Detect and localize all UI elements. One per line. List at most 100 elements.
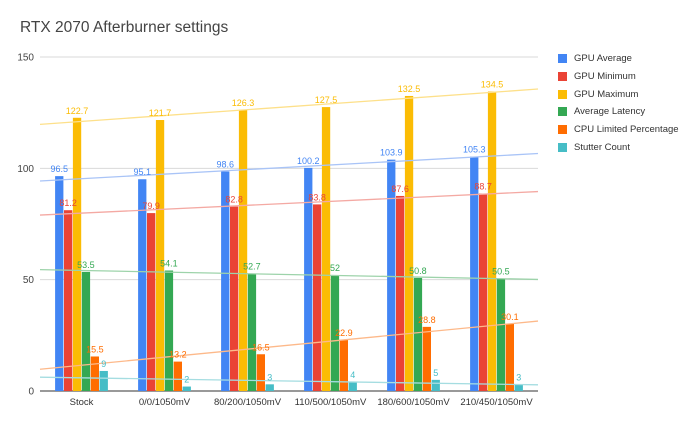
legend-item: Stutter Count xyxy=(558,138,679,156)
bar xyxy=(514,384,523,391)
bar xyxy=(138,179,147,391)
legend-swatch xyxy=(558,54,567,64)
bar xyxy=(256,354,265,391)
data-label: 100.2 xyxy=(297,156,320,166)
data-label: 50.8 xyxy=(409,266,427,276)
bar xyxy=(247,273,257,391)
data-label: 87.6 xyxy=(391,184,409,194)
y-tick-label: 0 xyxy=(28,387,34,398)
bar xyxy=(81,271,91,391)
bar xyxy=(387,159,396,391)
data-label: 52 xyxy=(330,263,340,273)
data-label: 53.5 xyxy=(77,260,95,270)
data-label: 9 xyxy=(101,359,106,369)
legend-label: GPU Minimum xyxy=(574,71,636,83)
trendline xyxy=(39,268,539,281)
legend-swatch xyxy=(558,142,567,152)
data-label: 127.5 xyxy=(315,95,338,105)
trendline xyxy=(39,376,539,386)
data-label: 16.5 xyxy=(252,342,270,352)
legend-swatch xyxy=(558,72,567,82)
data-label: 81.2 xyxy=(59,198,77,208)
bar xyxy=(396,195,405,391)
legend-item: GPU Average xyxy=(558,50,679,68)
data-label: 121.7 xyxy=(149,108,172,118)
legend-item: Average Latency xyxy=(558,103,679,121)
bar xyxy=(487,91,497,391)
data-label: 4 xyxy=(350,370,355,380)
legend-swatch xyxy=(558,125,567,135)
y-tick-label: 100 xyxy=(17,164,34,175)
trendline xyxy=(39,88,539,126)
bar xyxy=(173,361,182,391)
data-label: 28.8 xyxy=(418,315,436,325)
data-label: 132.5 xyxy=(398,84,421,94)
y-tick-label: 50 xyxy=(23,275,35,286)
data-label: 15.5 xyxy=(86,344,104,354)
bar xyxy=(479,193,488,391)
trendline xyxy=(39,320,539,370)
data-label: 52.7 xyxy=(243,262,261,272)
bar xyxy=(230,206,239,391)
legend-label: Average Latency xyxy=(574,106,646,118)
data-label: 50.5 xyxy=(492,267,510,277)
bar xyxy=(221,171,230,391)
data-label: 134.5 xyxy=(481,80,504,90)
bar xyxy=(470,156,479,391)
trendline xyxy=(39,152,539,182)
chart-title: RTX 2070 Afterburner settings xyxy=(20,19,229,36)
bar xyxy=(431,379,440,391)
legend-swatch xyxy=(558,107,567,117)
data-label: 126.3 xyxy=(232,98,255,108)
data-label: 95.1 xyxy=(133,167,151,177)
bar xyxy=(413,277,423,391)
x-tick-label: 210/450/1050mV xyxy=(460,397,533,408)
bar xyxy=(313,204,322,391)
bar xyxy=(404,95,414,391)
legend-label: CPU Limited Percentage xyxy=(574,124,679,136)
legend-swatch xyxy=(558,89,567,99)
x-tick-label: 180/600/1050mV xyxy=(377,397,450,408)
bar xyxy=(348,382,357,391)
bar xyxy=(422,326,431,391)
legend: GPU Average GPU Minimum GPU Maximum Average… xyxy=(558,50,679,156)
bar xyxy=(265,384,274,391)
bar xyxy=(72,117,82,392)
data-label: 82.8 xyxy=(225,195,243,205)
bar xyxy=(330,275,340,391)
bar xyxy=(147,213,156,391)
data-label: 96.5 xyxy=(50,164,68,174)
legend-item: GPU Maximum xyxy=(558,85,679,103)
data-label: 105.3 xyxy=(463,145,486,155)
bar xyxy=(238,109,248,391)
data-label: 3 xyxy=(516,372,521,382)
data-label: 22.9 xyxy=(335,328,353,338)
legend-label: GPU Maximum xyxy=(574,88,639,100)
x-tick-label: 0/0/1050mV xyxy=(139,397,191,408)
legend-item: GPU Minimum xyxy=(558,68,679,86)
x-tick-label: 80/200/1050mV xyxy=(214,397,282,408)
data-label: 2 xyxy=(184,375,189,385)
data-label: 5 xyxy=(433,368,438,378)
data-label: 103.9 xyxy=(380,148,403,158)
bar xyxy=(55,176,64,391)
trendline xyxy=(39,190,539,216)
legend-label: GPU Average xyxy=(574,53,632,65)
x-tick-label: Stock xyxy=(70,397,94,408)
bar xyxy=(182,386,191,391)
y-tick-label: 150 xyxy=(17,53,34,64)
data-label: 122.7 xyxy=(66,106,89,116)
bar xyxy=(164,270,174,391)
legend-item: CPU Limited Percentage xyxy=(558,121,679,139)
data-label: 83.8 xyxy=(308,192,326,202)
bar xyxy=(64,210,73,391)
data-label: 98.6 xyxy=(216,159,234,169)
legend-label: Stutter Count xyxy=(574,141,630,153)
bar xyxy=(496,278,506,391)
data-label: 54.1 xyxy=(160,259,178,269)
data-label: 88.7 xyxy=(474,181,492,191)
bar xyxy=(99,370,108,391)
data-label: 79.9 xyxy=(142,201,160,211)
